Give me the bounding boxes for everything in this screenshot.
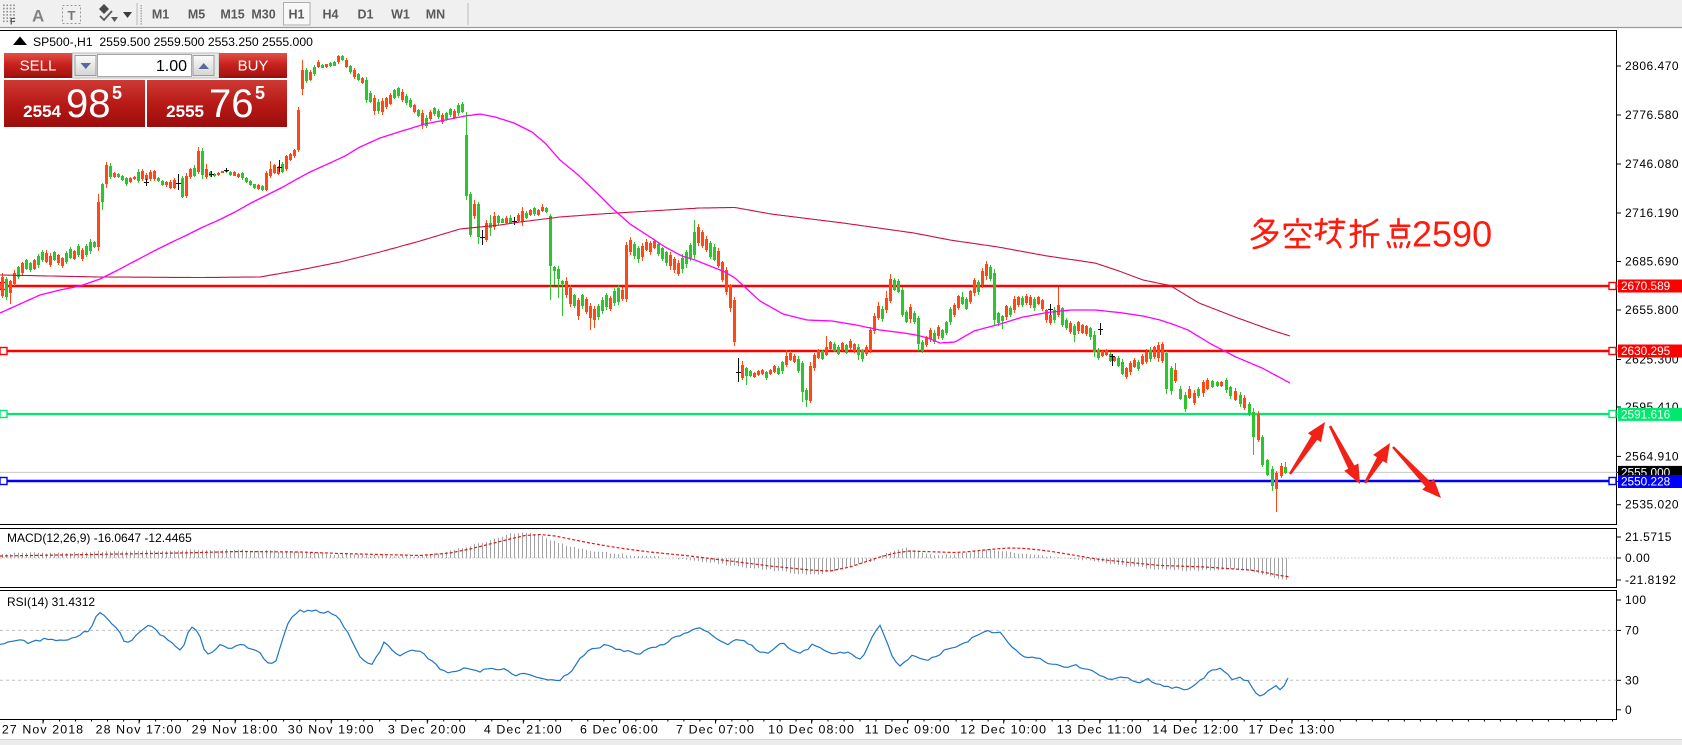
svg-text:6 Dec 06:00: 6 Dec 06:00 <box>580 723 659 737</box>
svg-text:M1: M1 <box>152 8 169 22</box>
svg-text:BUY: BUY <box>238 58 269 75</box>
svg-text:11 Dec 09:00: 11 Dec 09:00 <box>865 723 951 737</box>
svg-text:2655.800: 2655.800 <box>1625 303 1679 317</box>
svg-text:2746.080: 2746.080 <box>1625 157 1679 171</box>
svg-text:70: 70 <box>1625 623 1639 637</box>
svg-text:29 Nov 18:00: 29 Nov 18:00 <box>192 723 279 737</box>
svg-text:M5: M5 <box>188 8 205 22</box>
svg-text:13 Dec 11:00: 13 Dec 11:00 <box>1057 723 1143 737</box>
svg-text:M30: M30 <box>251 8 275 22</box>
svg-text:A: A <box>32 7 44 26</box>
svg-text:-21.8192: -21.8192 <box>1625 573 1676 587</box>
svg-text:2806.470: 2806.470 <box>1625 59 1679 73</box>
svg-text:2591.616: 2591.616 <box>1621 407 1671 421</box>
svg-text:98: 98 <box>66 82 111 126</box>
svg-text:2554: 2554 <box>23 102 61 121</box>
svg-text:2550.228: 2550.228 <box>1621 475 1671 489</box>
svg-text:30: 30 <box>1625 673 1639 687</box>
svg-text:5: 5 <box>255 83 265 103</box>
svg-text:2776.580: 2776.580 <box>1625 108 1679 122</box>
svg-text:RSI(14) 31.4312: RSI(14) 31.4312 <box>7 595 95 609</box>
svg-text:W1: W1 <box>391 8 410 22</box>
svg-text:27 Nov 2018: 27 Nov 2018 <box>2 723 84 737</box>
svg-text:F: F <box>10 17 16 27</box>
svg-text:100: 100 <box>1625 593 1647 607</box>
svg-text:2685.690: 2685.690 <box>1625 255 1679 269</box>
svg-text:21.5715: 21.5715 <box>1625 530 1672 544</box>
svg-text:10 Dec 08:00: 10 Dec 08:00 <box>768 723 855 737</box>
svg-text:17 Dec 13:00: 17 Dec 13:00 <box>1248 723 1335 737</box>
svg-text:2564.910: 2564.910 <box>1625 449 1679 463</box>
svg-text:7 Dec 07:00: 7 Dec 07:00 <box>676 723 755 737</box>
svg-text:5: 5 <box>112 83 122 103</box>
svg-text:MN: MN <box>426 8 445 22</box>
svg-text:1.00: 1.00 <box>156 58 187 75</box>
svg-text:12 Dec 10:00: 12 Dec 10:00 <box>960 723 1047 737</box>
svg-text:0.00: 0.00 <box>1625 551 1650 565</box>
svg-text:2590: 2590 <box>1412 214 1492 255</box>
svg-text:30 Nov 19:00: 30 Nov 19:00 <box>288 723 375 737</box>
svg-text:D1: D1 <box>358 8 374 22</box>
svg-text:14 Dec 12:00: 14 Dec 12:00 <box>1152 723 1239 737</box>
svg-text:3 Dec 20:00: 3 Dec 20:00 <box>388 723 467 737</box>
svg-text:2716.190: 2716.190 <box>1625 206 1679 220</box>
svg-text:4 Dec 21:00: 4 Dec 21:00 <box>484 723 563 737</box>
svg-text:H4: H4 <box>323 8 339 22</box>
svg-text:28 Nov 17:00: 28 Nov 17:00 <box>96 723 183 737</box>
svg-text:M15: M15 <box>220 8 244 22</box>
svg-text:0: 0 <box>1625 703 1632 717</box>
svg-text:2555: 2555 <box>166 102 204 121</box>
svg-text:T: T <box>68 8 76 23</box>
svg-text:SELL: SELL <box>20 58 57 75</box>
svg-text:H1: H1 <box>289 8 305 22</box>
svg-text:MACD(12,26,9) -16.0647 -12.446: MACD(12,26,9) -16.0647 -12.4465 <box>7 531 192 545</box>
svg-text:2630.295: 2630.295 <box>1621 344 1671 358</box>
svg-text:2535.020: 2535.020 <box>1625 498 1679 512</box>
svg-text:2670.589: 2670.589 <box>1621 279 1670 293</box>
svg-text:SP500-,H1 2559.500 2559.500 2: SP500-,H1 2559.500 2559.500 2553.250 255… <box>33 35 313 49</box>
svg-text:76: 76 <box>209 82 254 126</box>
